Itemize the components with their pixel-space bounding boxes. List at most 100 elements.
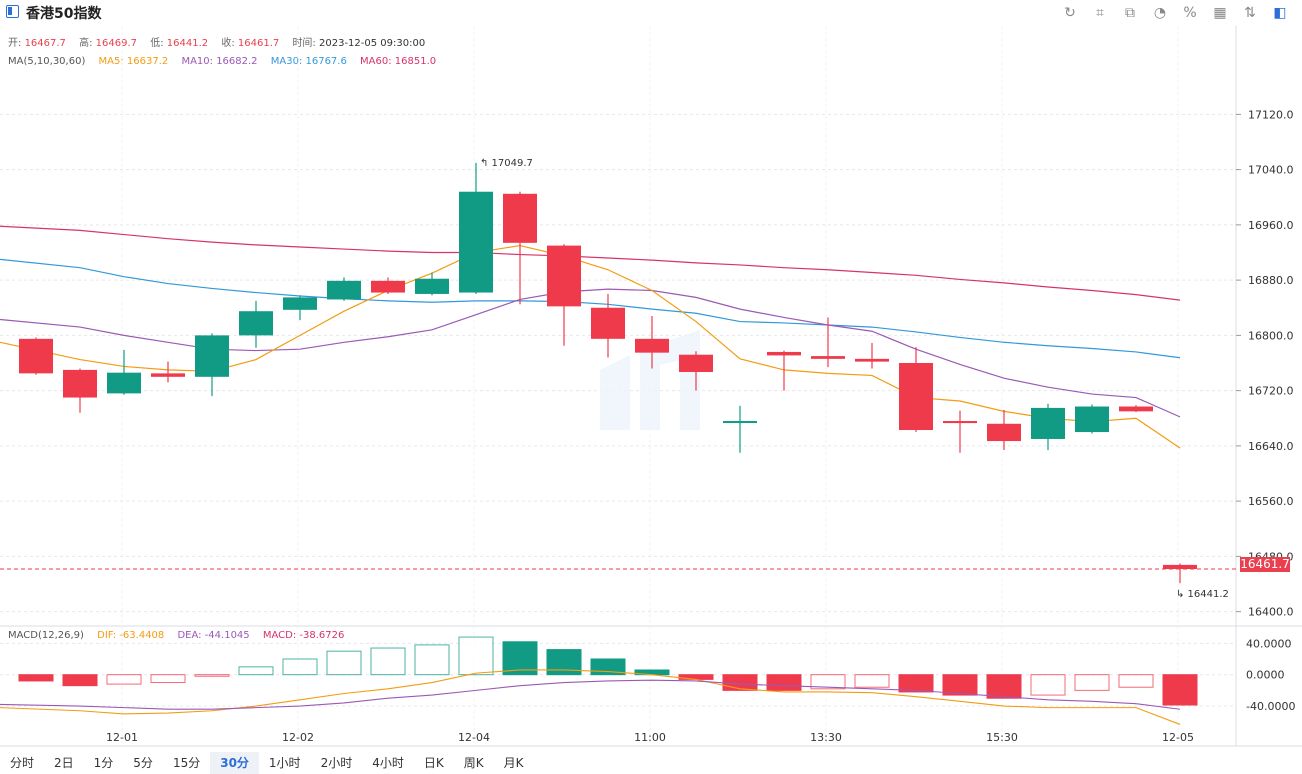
grid-icon[interactable]: ▦ [1213, 5, 1227, 21]
macd-bar [150, 674, 186, 684]
candle-body [415, 278, 449, 294]
macd-bar [898, 674, 934, 693]
period-tab[interactable]: 15分 [172, 756, 201, 770]
macd-bar [766, 674, 802, 691]
period-tab[interactable]: 1分 [93, 756, 114, 770]
candle-body [239, 311, 273, 336]
low-label: 低: [150, 38, 164, 49]
candle-body [371, 280, 405, 293]
period-tab[interactable]: 2日 [54, 756, 74, 770]
period-selector: 分时 2日 1分 5分 15分 30分 1小时 2小时 4小时 日K 周K 月K [0, 752, 1302, 774]
dea-line [0, 679, 1181, 710]
candle-body [459, 191, 493, 293]
price-tick-label: 16400.0 [1248, 606, 1294, 619]
time-tick-label: 12-02 [282, 731, 314, 744]
settings-icon[interactable]: ◧ [1273, 5, 1287, 21]
time-tick-label: 15:30 [986, 731, 1018, 744]
compare-icon[interactable]: ⇅ [1244, 5, 1256, 21]
macd-bar [18, 674, 54, 682]
ma5-legend: MA5: 16637.2 [98, 56, 169, 67]
macd-bar [370, 647, 406, 676]
candle-body [635, 338, 669, 353]
time-tick-label: 12-01 [106, 731, 138, 744]
candle-body [899, 363, 933, 430]
macd-bar [986, 674, 1022, 699]
candle-body [151, 373, 185, 377]
period-tab[interactable]: 2小时 [320, 756, 353, 770]
period-tab[interactable]: 30分 [210, 752, 259, 774]
period-tab[interactable]: 日K [423, 756, 444, 770]
macd-bar [106, 674, 142, 685]
time-value: 2023-12-05 09:30:00 [319, 38, 426, 49]
macd-bar [62, 674, 98, 687]
ma10-legend: MA10: 16682.2 [181, 56, 258, 67]
dif-legend: DIF: -63.4408 [97, 630, 165, 641]
candle-body [591, 307, 625, 339]
candle-body [679, 354, 713, 372]
period-tab[interactable]: 5分 [133, 756, 153, 770]
ma30-line [0, 258, 1181, 359]
candle-body [283, 297, 317, 310]
low-annotation: ↳ 16441.2 [1176, 589, 1229, 600]
candle-body [723, 421, 757, 424]
candle-body [943, 421, 977, 424]
ma10-line [0, 288, 1181, 418]
period-tab[interactable]: 月K [503, 756, 524, 770]
candle-body [63, 369, 97, 398]
macd-bar [1162, 674, 1198, 706]
price-tick-label: 16800.0 [1248, 329, 1294, 342]
macd-bar [854, 674, 890, 688]
price-tick-label: 17120.0 [1248, 108, 1294, 121]
macd-bar [238, 666, 274, 676]
macd-bar [810, 674, 846, 690]
macd-value-legend: MACD: -38.6726 [262, 630, 345, 641]
macd-bar [414, 644, 450, 676]
macd-bar [1118, 674, 1154, 688]
period-tab[interactable]: 1小时 [268, 756, 301, 770]
candle-body [987, 423, 1021, 442]
chart-type-icon[interactable]: ⧉ [1125, 5, 1135, 21]
macd-tick-label: 40.0000 [1246, 637, 1292, 650]
price-tick-label: 17040.0 [1248, 164, 1294, 177]
pie-icon[interactable]: ◔ [1153, 5, 1167, 21]
low-value: 16441.2 [166, 38, 209, 49]
macd-bar [194, 674, 230, 677]
percent-icon[interactable]: % [1183, 5, 1197, 21]
time-tick-label: 13:30 [810, 731, 842, 744]
candle-body [547, 245, 581, 307]
ma30-legend: MA30: 16767.6 [270, 56, 347, 67]
price-tick-label: 16880.0 [1248, 274, 1294, 287]
candle-body [327, 280, 361, 300]
period-tab[interactable]: 4小时 [372, 756, 404, 770]
ma60-legend: MA60: 16851.0 [360, 56, 437, 67]
macd-bar [1074, 674, 1110, 691]
period-tab[interactable]: 分时 [10, 756, 35, 770]
ma-legend-name: MA(5,10,30,60) [8, 56, 86, 67]
high-label: 高: [79, 38, 93, 49]
candle-body [811, 356, 845, 359]
price-tick-label: 16560.0 [1248, 495, 1294, 508]
draw-icon[interactable]: ⌗ [1096, 5, 1104, 21]
price-tick-label: 16640.0 [1248, 440, 1294, 453]
refresh-icon[interactable]: ↻ [1064, 5, 1076, 21]
candle-body [1163, 564, 1197, 570]
candle-body [1031, 407, 1065, 439]
macd-legend: MACD(12,26,9) DIF: -63.4408 DEA: -44.104… [8, 630, 354, 641]
macd-bar [1030, 674, 1066, 696]
macd-bar [502, 641, 538, 676]
period-tab[interactable]: 周K [463, 756, 484, 770]
high-annotation: ↰ 17049.7 [480, 158, 533, 169]
price-tick-label: 16720.0 [1248, 385, 1294, 398]
candlestick-chart[interactable]: 17120.0 17040.0 16960.0 16880.0 16800.0 16720… [0, 0, 1302, 752]
candle-body [107, 372, 141, 394]
open-label: 开: [8, 38, 22, 49]
current-price-label: 16461.7 [1240, 557, 1290, 572]
ma5-line [0, 244, 1181, 449]
open-value: 16467.7 [24, 38, 66, 49]
ma-legend: MA(5,10,30,60) MA5: 16637.2 MA10: 16682.… [8, 56, 446, 67]
time-tick-label: 12-05 [1162, 731, 1194, 744]
macd-legend-name: MACD(12,26,9) [8, 630, 84, 641]
macd-bar [326, 650, 362, 676]
close-value: 16461.7 [237, 38, 280, 49]
time-tick-label: 12-04 [458, 731, 490, 744]
